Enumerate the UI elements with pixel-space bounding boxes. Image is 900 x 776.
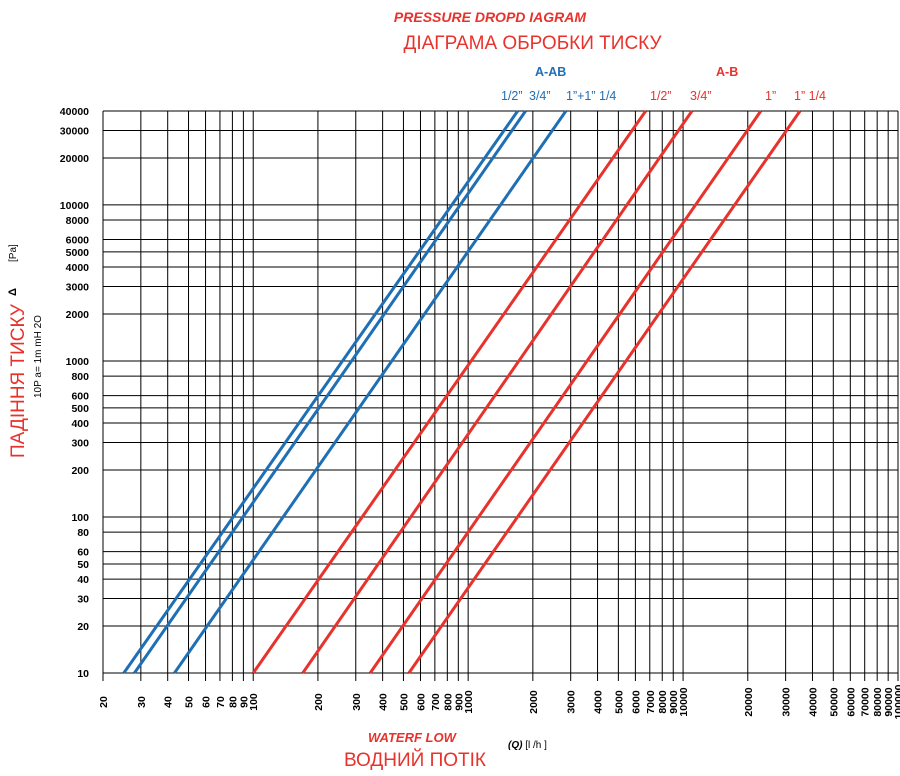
y-tick-label: 8000 (66, 215, 90, 227)
x-tick-label: 60000 (845, 687, 857, 716)
y-tick-label: 800 (71, 371, 89, 383)
legend-red-size-1: 1/2” (650, 89, 672, 103)
x-axis-label-en: WATERF LOW (368, 730, 456, 745)
y-tick-label: 6000 (66, 235, 90, 247)
x-tick-label: 7000 (645, 690, 657, 714)
y-tick-label: 40 (77, 574, 89, 586)
x-tick-label: 100000 (893, 684, 900, 719)
x-tick-label: 5000 (613, 690, 625, 714)
x-tick-label: 70000 (860, 687, 872, 716)
y-tick-label: 500 (71, 403, 89, 415)
x-tick-label: 2000 (528, 690, 540, 714)
x-axis-label-ua: ВОДНИЙ ПОТІК (344, 750, 486, 771)
x-tick-label: 70 (215, 696, 227, 708)
x-tick-label: 900 (453, 693, 465, 711)
grid (102, 110, 899, 681)
y-tick-label: 50 (77, 559, 89, 571)
x-tick-label: 50 (184, 696, 196, 708)
legend-red-size-3: 1” (765, 89, 777, 103)
legend-group-blue: A-AB (535, 65, 567, 79)
x-tick-label: 40 (163, 696, 175, 708)
x-tick-label: 800 (442, 693, 454, 711)
series-line-a-b-7 (407, 110, 802, 674)
y-tick-label: 3000 (66, 282, 90, 294)
legend-blue-size-3: 1”+1” 1/4 (566, 89, 617, 103)
x-tick-label: 300 (351, 693, 363, 711)
x-axis-unit: [l /h ] (525, 740, 547, 751)
y-tick-label: 600 (71, 391, 89, 403)
x-tick-label: 20 (98, 696, 110, 708)
x-tick-label: 6000 (630, 690, 642, 714)
x-tick-label: 200 (313, 693, 325, 711)
y-tick-label: 10 (77, 668, 89, 680)
x-tick-label: 1000 (463, 690, 475, 714)
y-axis-delta: Δ (7, 288, 19, 296)
x-tick-label: 600 (415, 693, 427, 711)
y-tick-label: 80 (77, 527, 89, 539)
y-axis-label-ua: ПАДІННЯ ТИСКУ (8, 304, 29, 458)
x-tick-label: 10000 (678, 687, 690, 716)
y-tick-label: 300 (71, 438, 89, 450)
x-tick-label: 80 (227, 696, 239, 708)
y-tick-label: 40000 (60, 106, 89, 118)
series-line-a-b-6 (368, 110, 763, 674)
y-tick-label: 100 (71, 512, 89, 524)
series-lines (122, 110, 802, 674)
series-line-a-ab-1 (122, 110, 519, 674)
y-tick-label: 20000 (60, 153, 89, 165)
x-axis-q-group: (Q) [l /h ] (508, 740, 547, 751)
y-tick-label: 2000 (66, 309, 90, 321)
legend-group-red: A-B (716, 65, 739, 79)
x-tick-label: 4000 (593, 690, 605, 714)
chart-title-ua: ДІАГРАМА ОБРОБКИ ТИСКУ (403, 33, 662, 54)
y-tick-label: 5000 (66, 247, 90, 259)
x-tick-label: 90000 (883, 687, 895, 716)
series-line-a-ab-3 (173, 110, 568, 674)
x-tick-label: 30 (136, 696, 148, 708)
y-tick-label: 4000 (66, 262, 90, 274)
x-tick-label: 90 (238, 696, 250, 708)
y-tick-label: 20 (77, 621, 89, 633)
x-tick-label: 30000 (781, 687, 793, 716)
x-tick-label: 8000 (657, 690, 669, 714)
y-tick-label: 400 (71, 418, 89, 430)
y-axis-unit: [Pa] (8, 244, 19, 262)
legend-red-size-4: 1” 1/4 (794, 89, 826, 103)
y-tick-label: 30 (77, 594, 89, 606)
x-tick-label: 20000 (743, 687, 755, 716)
series-line-a-b-5 (301, 110, 694, 674)
x-tick-label: 50000 (828, 687, 840, 716)
series-line-a-ab-2 (133, 110, 527, 674)
x-tick-label: 400 (378, 693, 390, 711)
x-tick-label: 100 (248, 693, 260, 711)
x-tick-label: 700 (430, 693, 442, 711)
legend-red-size-2: 3/4” (690, 89, 712, 103)
y-tick-label: 10000 (60, 200, 89, 212)
x-axis-q: (Q) (508, 740, 523, 751)
y-tick-label: 30000 (60, 125, 89, 137)
series-line-a-b-4 (251, 110, 647, 674)
x-tick-label: 60 (201, 696, 213, 708)
y-tick-label: 200 (71, 465, 89, 477)
legend-blue-size-2: 3/4” (529, 89, 551, 103)
y-tick-label: 1000 (66, 356, 90, 368)
x-tick-label: 3000 (566, 690, 578, 714)
y-tick-label: 60 (77, 547, 89, 559)
y-axis-note: 10P a= 1m mH 2O (33, 315, 44, 398)
x-tick-label: 500 (398, 693, 410, 711)
x-tick-label: 40000 (807, 687, 819, 716)
x-tick-label: 9000 (668, 690, 680, 714)
chart-title-en: PRESSURE DROPD IAGRAM (393, 9, 587, 25)
legend-blue-size-1: 1/2” (501, 89, 523, 103)
x-tick-label: 80000 (872, 687, 884, 716)
